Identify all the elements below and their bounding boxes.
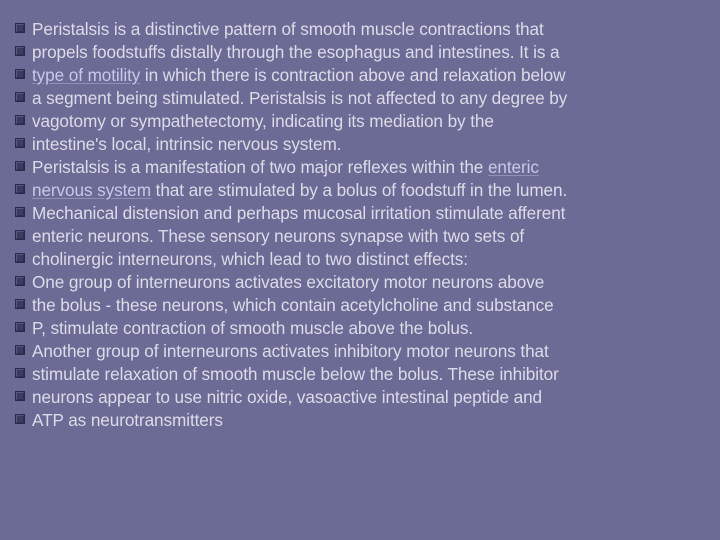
body-text: neurons appear to use nitric oxide, vaso…: [32, 386, 542, 408]
bullet-icon: [8, 133, 32, 148]
body-text: Peristalsis is a distinctive pattern of …: [32, 18, 544, 40]
body-text: the bolus - these neurons, which contain…: [32, 294, 554, 316]
text-line: ATP as neurotransmitters: [8, 409, 710, 431]
text-line: P, stimulate contraction of smooth muscl…: [8, 317, 710, 339]
text-line: intestine's local, intrinsic nervous sys…: [8, 133, 710, 155]
bullet-icon: [8, 87, 32, 102]
bullet-icon: [8, 294, 32, 309]
bullet-icon: [8, 179, 32, 194]
bullet-icon: [8, 202, 32, 217]
text-line: propels foodstuffs distally through the …: [8, 41, 710, 63]
text-line: stimulate relaxation of smooth muscle be…: [8, 363, 710, 385]
text-line: Peristalsis is a distinctive pattern of …: [8, 18, 710, 40]
slide-body: Peristalsis is a distinctive pattern of …: [8, 18, 710, 522]
body-text-segment: in which there is contraction above and …: [140, 65, 565, 85]
bullet-icon: [8, 271, 32, 286]
body-text: cholinergic interneurons, which lead to …: [32, 248, 468, 270]
body-text: nervous system that are stimulated by a …: [32, 179, 567, 201]
body-text: ATP as neurotransmitters: [32, 409, 223, 431]
link-enteric-nervous-system[interactable]: enteric: [488, 157, 539, 177]
body-text-segment: that are stimulated by a bolus of foodst…: [151, 180, 567, 200]
link-type-of-motility[interactable]: type of motility: [32, 65, 140, 85]
text-line: Mechanical distension and perhaps mucosa…: [8, 202, 710, 224]
body-text: propels foodstuffs distally through the …: [32, 41, 559, 63]
body-text: Another group of interneurons activates …: [32, 340, 549, 362]
bullet-icon: [8, 340, 32, 355]
text-line: nervous system that are stimulated by a …: [8, 179, 710, 201]
text-line: vagotomy or sympathetectomy, indicating …: [8, 110, 710, 132]
body-text: Peristalsis is a manifestation of two ma…: [32, 156, 539, 178]
body-text: vagotomy or sympathetectomy, indicating …: [32, 110, 494, 132]
text-line: a segment being stimulated. Peristalsis …: [8, 87, 710, 109]
text-line: neurons appear to use nitric oxide, vaso…: [8, 386, 710, 408]
bullet-icon: [8, 18, 32, 33]
text-line: Another group of interneurons activates …: [8, 340, 710, 362]
body-text: enteric neurons. These sensory neurons s…: [32, 225, 524, 247]
bullet-icon: [8, 363, 32, 378]
bullet-icon: [8, 41, 32, 56]
bullet-icon: [8, 386, 32, 401]
text-line: enteric neurons. These sensory neurons s…: [8, 225, 710, 247]
bullet-icon: [8, 64, 32, 79]
bullet-icon: [8, 110, 32, 125]
text-line: cholinergic interneurons, which lead to …: [8, 248, 710, 270]
body-text: intestine's local, intrinsic nervous sys…: [32, 133, 341, 155]
bullet-icon: [8, 248, 32, 263]
text-line: One group of interneurons activates exci…: [8, 271, 710, 293]
bullet-icon: [8, 156, 32, 171]
bullet-icon: [8, 409, 32, 424]
text-line: Peristalsis is a manifestation of two ma…: [8, 156, 710, 178]
bullet-icon: [8, 225, 32, 240]
body-text-segment: Peristalsis is a manifestation of two ma…: [32, 157, 488, 177]
body-text: a segment being stimulated. Peristalsis …: [32, 87, 567, 109]
body-text: Mechanical distension and perhaps mucosa…: [32, 202, 565, 224]
bullet-icon: [8, 317, 32, 332]
body-text: One group of interneurons activates exci…: [32, 271, 544, 293]
text-line: the bolus - these neurons, which contain…: [8, 294, 710, 316]
text-line: type of motility in which there is contr…: [8, 64, 710, 86]
body-text: stimulate relaxation of smooth muscle be…: [32, 363, 559, 385]
link-enteric-nervous-system[interactable]: nervous system: [32, 180, 151, 200]
body-text: P, stimulate contraction of smooth muscl…: [32, 317, 473, 339]
body-text: type of motility in which there is contr…: [32, 64, 565, 86]
